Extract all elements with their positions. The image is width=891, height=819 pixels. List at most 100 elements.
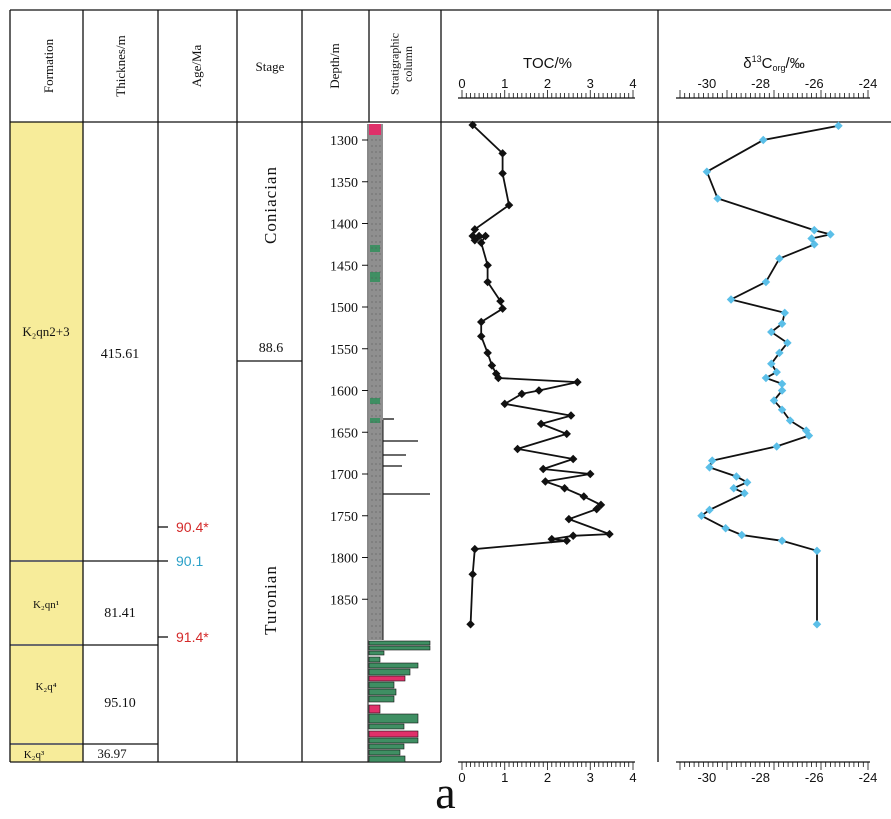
data-point: [568, 454, 578, 464]
data-point: [483, 277, 492, 287]
age-label-90-1: 90.1: [176, 553, 203, 569]
data-point: [470, 235, 480, 245]
x-tick-label: 3: [587, 76, 594, 91]
depth-tick-label: 1500: [330, 301, 358, 316]
x-tick-label: 0: [458, 76, 465, 91]
data-point: [705, 463, 714, 472]
data-point: [772, 367, 781, 377]
data-point: [592, 504, 601, 514]
x-tick-label: 1: [501, 76, 508, 91]
data-point: [775, 254, 784, 263]
depth-tick-label: 1400: [330, 218, 358, 233]
data-point: [777, 379, 787, 389]
data-point: [812, 620, 822, 629]
thickness-q4: 95.10: [104, 696, 136, 711]
x-tick-label: 2: [544, 76, 551, 91]
x-tick-label: -26: [805, 76, 824, 91]
data-point: [481, 231, 490, 241]
data-point: [466, 620, 475, 629]
depth-axis: 1300 1350 1400 1450 1500 1550 1600 1650 1700 1750…: [330, 124, 369, 762]
formation-name-q4: K₂q⁴: [35, 681, 56, 693]
data-point: [810, 225, 819, 235]
data-point: [560, 483, 569, 493]
x-tick-label: -24: [859, 76, 878, 91]
data-point: [783, 338, 792, 348]
data-point: [785, 416, 795, 425]
x-tick-label: 1: [501, 770, 508, 785]
x-tick-label: -30: [697, 770, 716, 785]
data-point: [498, 304, 507, 313]
x-tick-label: -30: [697, 76, 716, 91]
data-point: [777, 405, 787, 414]
depth-tick-label: 1850: [330, 593, 358, 608]
x-tick-label: -28: [751, 770, 770, 785]
data-point: [534, 386, 544, 395]
x-tick-label: 0: [458, 770, 465, 785]
data-point: [812, 546, 822, 556]
data-point: [777, 536, 787, 546]
data-point: [826, 230, 835, 239]
data-point: [740, 488, 749, 498]
data-point: [562, 429, 571, 439]
toc-plot: 0 1 2 3 4 0 1 2 3 4 TOC/%: [458, 55, 637, 785]
stratigraphic-column: [368, 124, 431, 763]
table-frame: [9, 9, 891, 763]
data-point: [780, 308, 789, 318]
data-point: [496, 296, 505, 306]
stage-boundary-age: 88.6: [259, 341, 284, 356]
data-point: [586, 469, 595, 479]
depth-tick-label: 1750: [330, 510, 358, 525]
data-point: [547, 534, 557, 544]
plot-title: TOC/%: [523, 55, 572, 72]
data-point: [713, 194, 722, 203]
formation-fill-q4: [10, 646, 83, 743]
data-point: [767, 359, 776, 369]
data-point: [513, 444, 522, 454]
data-point: [517, 389, 527, 399]
data-point: [568, 531, 578, 541]
plot-title: δ13Corg/‰: [743, 54, 804, 73]
age-label-90-4: 90.4*: [176, 519, 209, 535]
data-point: [742, 478, 752, 487]
data-point: [772, 442, 781, 451]
header-age: Age/Ma: [189, 44, 204, 87]
data-point: [702, 167, 712, 176]
data-point: [500, 399, 509, 409]
series-line: [469, 124, 610, 625]
depth-tick-label: 1550: [330, 343, 358, 358]
depth-tick-label: 1650: [330, 426, 358, 441]
formation-name-qn1: K₂qn¹: [33, 599, 59, 611]
data-point: [761, 277, 771, 287]
header-formation: Formation: [41, 38, 56, 93]
header-thickness: Thicknes/m: [113, 35, 128, 96]
data-point: [504, 200, 514, 210]
data-point: [476, 331, 486, 341]
data-point: [732, 472, 741, 481]
data-point: [470, 225, 480, 234]
data-point: [759, 135, 768, 145]
x-tick-label: 2: [544, 770, 551, 785]
data-point: [468, 120, 477, 130]
x-tick-label: -24: [859, 770, 878, 785]
header-stage: Stage: [256, 59, 285, 74]
data-point: [726, 295, 736, 304]
age-label-91-4: 91.4*: [176, 629, 209, 645]
data-point: [737, 530, 747, 540]
data-point: [541, 477, 550, 486]
data-point: [476, 238, 486, 247]
x-tick-label: 4: [629, 770, 636, 785]
data-point: [775, 348, 784, 358]
formation-fill-qn1: [10, 562, 83, 644]
data-point: [573, 377, 582, 387]
data-point: [498, 149, 507, 158]
data-point: [579, 492, 589, 501]
data-point: [761, 373, 771, 383]
stage-turonian: Turonian: [261, 565, 280, 635]
thickness-qn1: 81.41: [104, 606, 136, 621]
depth-tick-label: 1450: [330, 259, 358, 274]
data-point: [483, 261, 492, 270]
d13c-plot: -30 -28 -26 -24 -30 -28 -26 -24 δ13Corg/‰: [676, 54, 877, 785]
figure-letter: a: [435, 767, 456, 818]
data-point: [777, 319, 787, 328]
